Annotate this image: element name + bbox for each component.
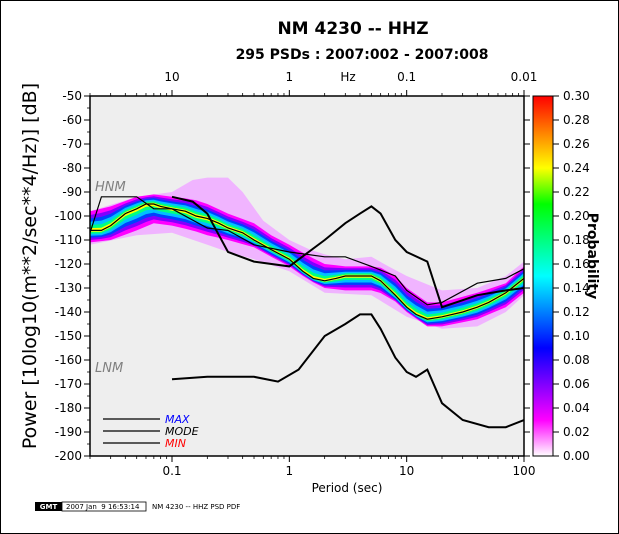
x-top-tick-label: 1: [286, 70, 294, 84]
probability-band-1: [90, 196, 524, 325]
colorbar-tick-label: 0.06: [563, 377, 590, 391]
timestamp: 2007 Jan 9 16:53:14: [66, 503, 140, 511]
y-tick-label: -150: [55, 329, 82, 343]
max-curve: [171, 195, 524, 309]
colorbar-tick-label: 0.08: [563, 353, 590, 367]
y-tick-label: -60: [62, 113, 82, 127]
min-curve: [171, 313, 524, 429]
legend-max-label: MAX: [165, 413, 190, 426]
colorbar: [532, 95, 554, 457]
x-top-tick-label: 0.1: [397, 70, 416, 84]
timestamp-box: [61, 501, 147, 512]
legend-mode-label: MODE: [165, 425, 199, 438]
colorbar-label: Probability: [584, 213, 600, 300]
footer-caption: NM 4230 -- HHZ PSD PDF: [152, 503, 240, 511]
gmt-logo-text: GMT: [40, 503, 58, 511]
colorbar-tick-label: 0.12: [563, 305, 590, 319]
colorbar-tick-label: 0.20: [563, 209, 590, 223]
legend: MAX MODE MIN: [103, 413, 199, 450]
x-top-axis-label: Hz: [340, 70, 355, 84]
colorbar-tick-label: 0.18: [563, 233, 590, 247]
y-tick-label: -80: [62, 161, 82, 175]
y-tick-label: -100: [55, 209, 82, 223]
y-tick-label: -180: [55, 401, 82, 415]
colorbar-tick-label: 0.10: [563, 329, 590, 343]
y-axis-label: Power [10log10(m**2/sec**4/Hz)] [dB]: [19, 83, 41, 449]
colorbar-tick-label: 0.00: [563, 449, 590, 463]
gmt-logo: [35, 502, 62, 511]
y-tick-label: -200: [55, 449, 82, 463]
mode-curve: [90, 203, 524, 320]
colorbar-tick-label: 0.30: [563, 89, 590, 103]
x-top-tick-label: 10: [164, 70, 179, 84]
y-tick-label: -140: [55, 305, 82, 319]
x-tick-label: 1: [286, 464, 294, 478]
colorbar-tick-label: 0.02: [563, 425, 590, 439]
probability-band-4: [90, 201, 524, 322]
x-tick-label: 0.1: [162, 464, 181, 478]
y-tick-label: -50: [62, 89, 82, 103]
colorbar-tick-label: 0.26: [563, 137, 590, 151]
hnm-label: HNM: [95, 180, 126, 195]
y-tick-label: -90: [62, 185, 82, 199]
colorbar-tick-label: 0.24: [563, 161, 590, 175]
y-tick-label: -70: [62, 137, 82, 151]
colorbar-tick-label: 0.14: [563, 281, 590, 295]
x-tick-label: 100: [513, 464, 536, 478]
colorbar-tick-label: 0.16: [563, 257, 590, 271]
lnm-label: LNM: [95, 361, 123, 376]
colorbar-tick-label: 0.22: [563, 185, 590, 199]
footer: GMT 2007 Jan 9 16:53:14 NM 4230 -- HHZ P…: [35, 501, 240, 512]
x-tick-label: 10: [399, 464, 414, 478]
y-tick-label: -110: [55, 233, 82, 247]
legend-min-label: MIN: [165, 437, 186, 450]
colorbar-tick-label: 0.04: [563, 401, 590, 415]
y-tick-label: -130: [55, 281, 82, 295]
y-tick-label: -190: [55, 425, 82, 439]
colorbar-tick-label: 0.28: [563, 113, 590, 127]
x-axis-label: Period (sec): [312, 481, 383, 495]
x-top-tick-label: 0.01: [511, 70, 538, 84]
chart-subtitle: 295 PSDs : 2007:002 - 2007:008: [236, 47, 489, 63]
y-tick-label: -170: [55, 377, 82, 391]
hnm-curve: [90, 196, 524, 306]
y-tick-label: -120: [55, 257, 82, 271]
y-tick-label: -160: [55, 353, 82, 367]
chart-title: NM 4230 -- HHZ: [277, 19, 428, 39]
